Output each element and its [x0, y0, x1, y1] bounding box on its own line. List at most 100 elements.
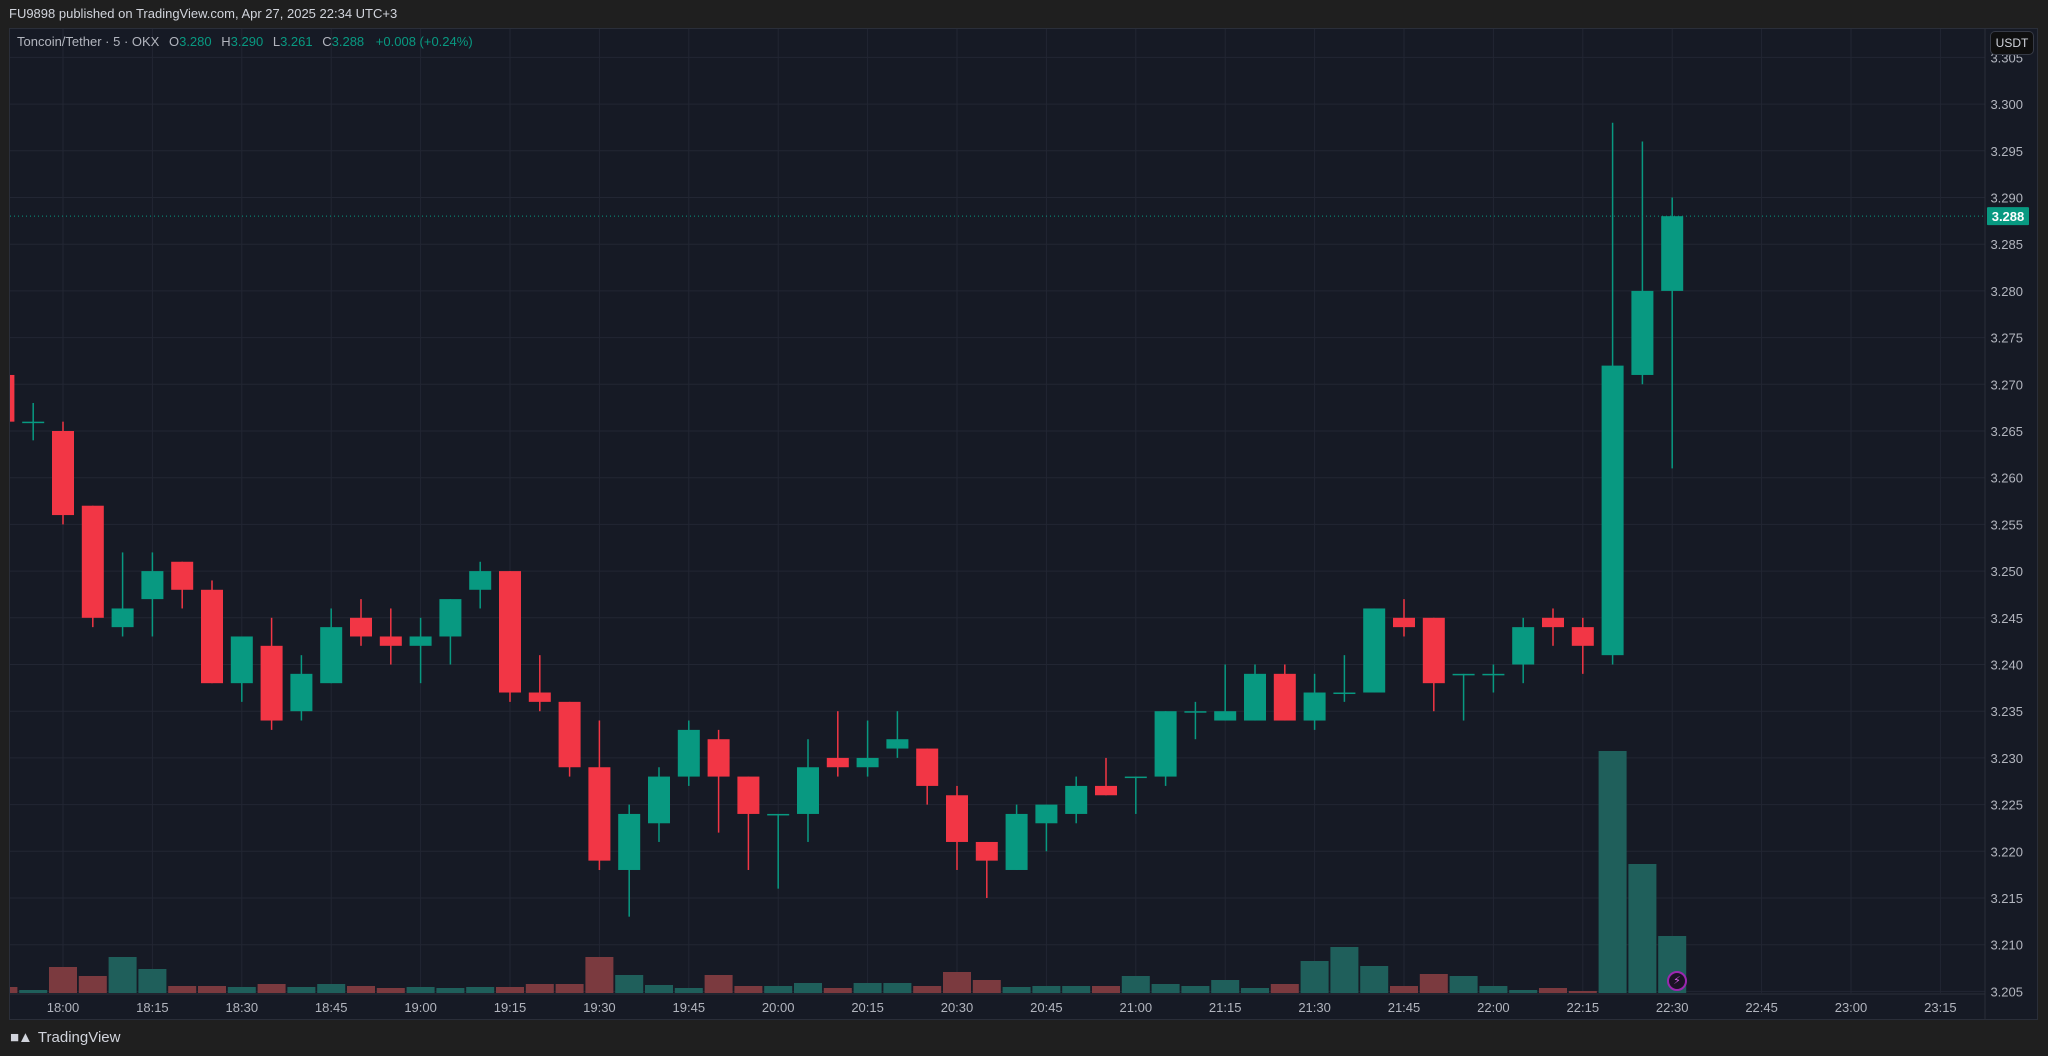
- price-tick-label: 3.285: [1990, 237, 2023, 252]
- symbol-title[interactable]: Toncoin/Tether · 5 · OKX: [17, 34, 160, 49]
- candle-body: [1601, 365, 1624, 656]
- candle-body: [1035, 804, 1058, 824]
- time-tick-label: 22:30: [1656, 1000, 1689, 1015]
- candle-body: [1512, 627, 1535, 665]
- volume-bar: [674, 988, 703, 993]
- time-tick-label: 21:30: [1298, 1000, 1331, 1015]
- volume-bar: [615, 975, 644, 993]
- candle-body: [1244, 673, 1266, 721]
- volume-bar: [138, 969, 167, 993]
- price-tick-label: 3.260: [1990, 471, 2023, 486]
- candle-body: [409, 636, 432, 646]
- low-value: 3.261: [280, 34, 313, 49]
- volume-bar: [1032, 986, 1061, 993]
- candle-body: [111, 608, 134, 628]
- volume-bar: [376, 988, 405, 993]
- candle-body: [469, 571, 492, 590]
- volume-bar: [645, 985, 673, 993]
- candle-body: [81, 505, 104, 618]
- volume-bar: [1568, 991, 1597, 993]
- candle-body: [201, 589, 223, 684]
- time-tick-label: 18:00: [47, 1000, 80, 1015]
- price-tick-label: 3.230: [1990, 751, 2023, 766]
- volume-bar: [1121, 976, 1150, 993]
- price-tick-label: 3.220: [1990, 844, 2023, 859]
- price-tick-label: 3.300: [1990, 97, 2023, 112]
- candle-body: [707, 739, 730, 777]
- price-tick-label: 3.275: [1990, 331, 2023, 346]
- candle-body: [1214, 711, 1237, 721]
- volume-bar: [436, 988, 465, 993]
- candle-body: [1333, 692, 1356, 695]
- symbol-legend: Toncoin/Tether · 5 · OKX O3.280 H3.290 L…: [17, 34, 473, 49]
- candle-body: [1303, 692, 1326, 721]
- candle-body: [1095, 785, 1117, 796]
- candle-body: [1184, 711, 1207, 713]
- time-tick-label: 22:45: [1745, 1000, 1778, 1015]
- time-tick-label: 20:15: [851, 1000, 884, 1015]
- volume-bar: [734, 986, 763, 993]
- volume-bar: [1479, 986, 1508, 993]
- volume-bar: [466, 987, 495, 993]
- tradingview-logo-icon: ■▲: [10, 1029, 33, 1046]
- volume-bar: [78, 976, 107, 993]
- candle-body: [1482, 673, 1505, 676]
- currency-button[interactable]: USDT: [1990, 31, 2034, 55]
- candle-body: [1631, 290, 1654, 375]
- candle-body: [1393, 617, 1415, 628]
- price-tick-label: 3.270: [1990, 377, 2023, 392]
- time-tick-label: 21:45: [1388, 1000, 1421, 1015]
- volume-bar: [1449, 976, 1478, 993]
- price-tick-label: 3.205: [1990, 984, 2023, 999]
- close-label: C: [322, 34, 332, 49]
- candle-body: [1661, 216, 1684, 291]
- candle-body: [1363, 608, 1386, 693]
- volume-bar: [1419, 974, 1448, 993]
- time-tick-label: 21:00: [1120, 1000, 1153, 1015]
- price-tick-label: 3.235: [1990, 704, 2023, 719]
- volume-bar: [317, 984, 346, 993]
- volume-bar: [704, 975, 733, 993]
- time-tick-label: 20:45: [1030, 1000, 1063, 1015]
- volume-bar: [1241, 988, 1269, 993]
- time-tick-label: 18:15: [136, 1000, 169, 1015]
- candle-body: [618, 813, 641, 870]
- candle-body: [677, 729, 700, 777]
- candle-body: [171, 561, 194, 590]
- volume-bar: [1270, 984, 1299, 993]
- volume-bar: [1002, 987, 1031, 993]
- candle-body: [916, 748, 939, 786]
- candle-body: [1154, 711, 1177, 777]
- time-tick-label: 22:15: [1567, 1000, 1600, 1015]
- volume-bar: [108, 957, 137, 993]
- candle-body: [648, 776, 670, 824]
- candle-body: [737, 776, 760, 814]
- candle-body: [320, 627, 343, 684]
- volume-bar: [198, 986, 226, 993]
- candle-body: [767, 813, 790, 816]
- footer-branding: ■▲ TradingView: [10, 1029, 120, 1046]
- high-value: 3.290: [230, 34, 264, 49]
- volume-bar: [49, 967, 77, 993]
- candle-body: [1542, 617, 1564, 628]
- volume-bar: [972, 980, 1001, 993]
- volume-bar: [555, 984, 584, 993]
- volume-bar: [853, 983, 882, 993]
- time-tick-label: 19:15: [494, 1000, 527, 1015]
- time-tick-label: 18:30: [226, 1000, 259, 1015]
- candle-body: [439, 599, 462, 637]
- volume-bar: [496, 987, 524, 993]
- candle-body: [1005, 813, 1028, 870]
- volume-bar: [764, 986, 793, 993]
- lightning-icon[interactable]: ⚡: [1667, 971, 1687, 991]
- close-value: 3.288: [331, 34, 365, 49]
- last-price-label: 3.288: [1992, 209, 2025, 224]
- candle-body: [10, 374, 15, 422]
- time-tick-label: 22:00: [1477, 1000, 1510, 1015]
- price-tick-label: 3.215: [1990, 891, 2023, 906]
- volume-bar: [287, 987, 316, 993]
- volume-bar: [883, 983, 912, 993]
- volume-bar: [585, 957, 614, 993]
- price-tick-label: 3.265: [1990, 424, 2023, 439]
